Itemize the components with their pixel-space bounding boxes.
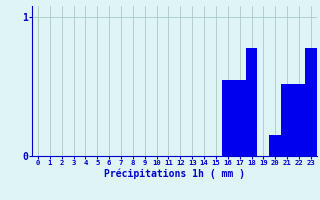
Bar (305, 48, 317, 156)
Bar (269, 135, 281, 156)
X-axis label: Précipitations 1h ( mm ): Précipitations 1h ( mm ) (104, 169, 245, 179)
Bar (281, 84, 293, 156)
Bar (222, 80, 234, 156)
Bar (293, 84, 305, 156)
Bar (246, 48, 258, 156)
Bar (234, 80, 246, 156)
